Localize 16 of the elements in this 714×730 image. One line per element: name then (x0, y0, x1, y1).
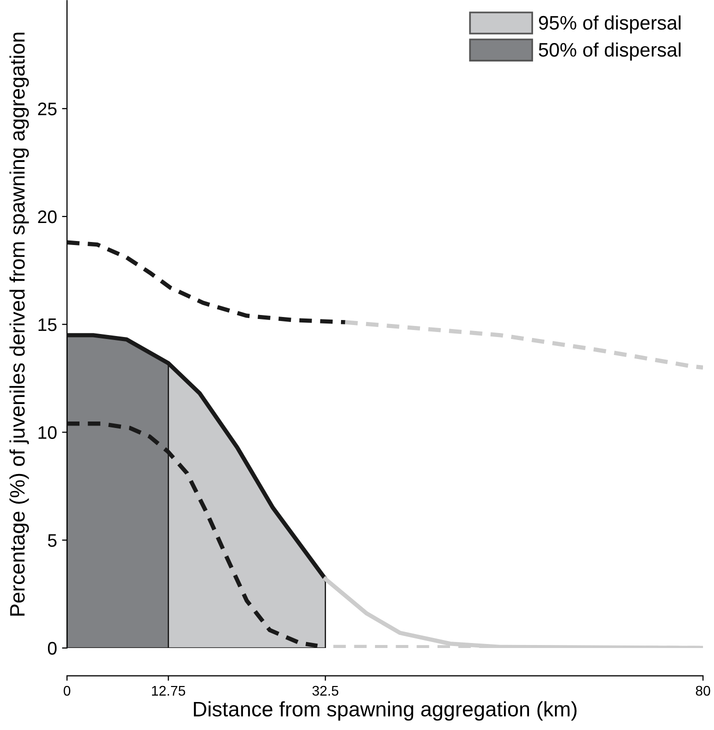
x-tick-label: 0 (64, 686, 70, 696)
x-tick-label: 12.75 (152, 686, 186, 696)
line-series (343, 320, 703, 370)
y-tick-label: 10 (38, 426, 57, 439)
x-tick-label: 32.5 (312, 686, 338, 696)
legend-label: 95% of dispersal (538, 15, 680, 34)
y-tick-label: 5 (48, 534, 57, 547)
y-axis-title: Percentage (%) of juveniles derived from spawning aggregation (9, 32, 29, 616)
y-tick-label: 20 (38, 210, 57, 224)
y-tick-label: 15 (38, 318, 57, 332)
line-series (67, 240, 348, 324)
y-tick-label: 25 (38, 102, 57, 116)
x-tick-label: 80 (696, 686, 710, 696)
x-axis-title: Distance from spawning aggregation (km) (194, 701, 577, 721)
y-tick-label: 0 (48, 642, 57, 655)
legend-label: 50% of dispersal (538, 42, 680, 61)
